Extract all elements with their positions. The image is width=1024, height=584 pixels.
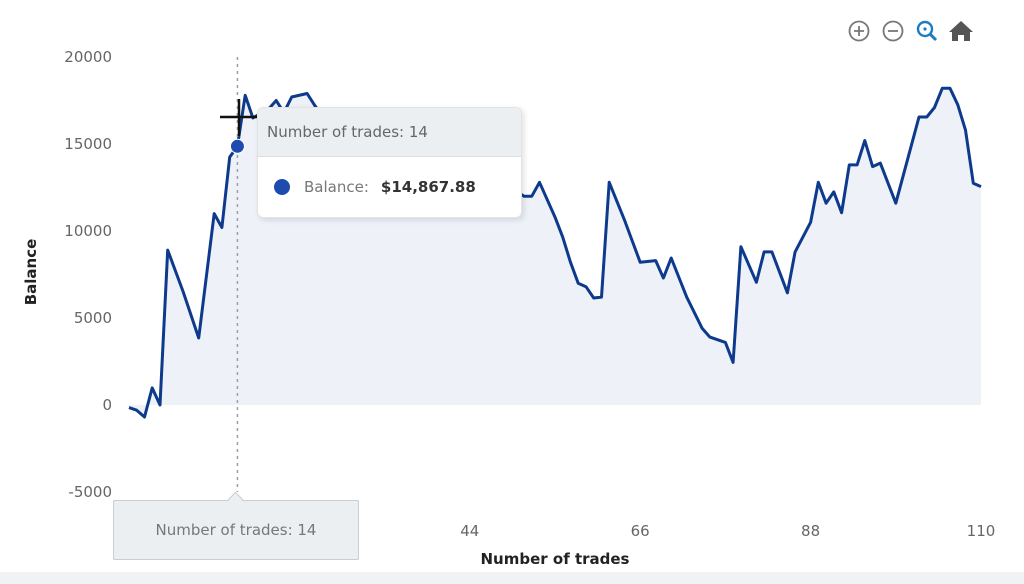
zoom-out-button[interactable]	[880, 18, 906, 44]
data-point-tooltip: Number of trades: 14 Balance: $14,867.88	[257, 107, 522, 218]
zoom-in-icon	[848, 20, 870, 42]
y-tick-label: 0	[102, 396, 112, 414]
series-marker-icon	[274, 179, 290, 195]
hover-marker	[229, 138, 245, 154]
x-tick-label: 44	[460, 522, 479, 540]
y-tick-label: 20000	[64, 48, 112, 66]
home-icon	[949, 21, 973, 41]
selection-zoom-button[interactable]	[914, 18, 940, 44]
tooltip-value: $14,867.88	[380, 178, 476, 196]
tooltip-series-label: Balance:	[304, 178, 369, 196]
x-axis-title: Number of trades	[481, 550, 630, 568]
y-tick-label: 15000	[64, 135, 112, 153]
x-tick-label: 110	[967, 522, 996, 540]
x-tick-label: 66	[631, 522, 650, 540]
y-tick-label: 5000	[74, 309, 112, 327]
y-tick-label: 10000	[64, 222, 112, 240]
chart-toolbar	[846, 18, 974, 44]
crosshair-cursor-icon	[220, 99, 258, 136]
zoom-in-button[interactable]	[846, 18, 872, 44]
x-tick-label: 88	[801, 522, 820, 540]
y-axis-title: Balance	[22, 239, 40, 306]
x-axis-tooltip: Number of trades: 14	[113, 500, 359, 560]
selection-zoom-icon	[916, 20, 938, 42]
y-tick-label: -5000	[68, 483, 112, 501]
bottom-band	[0, 572, 1024, 584]
tooltip-title: Number of trades: 14	[258, 108, 521, 157]
reset-zoom-button[interactable]	[948, 18, 974, 44]
zoom-out-icon	[882, 20, 904, 42]
